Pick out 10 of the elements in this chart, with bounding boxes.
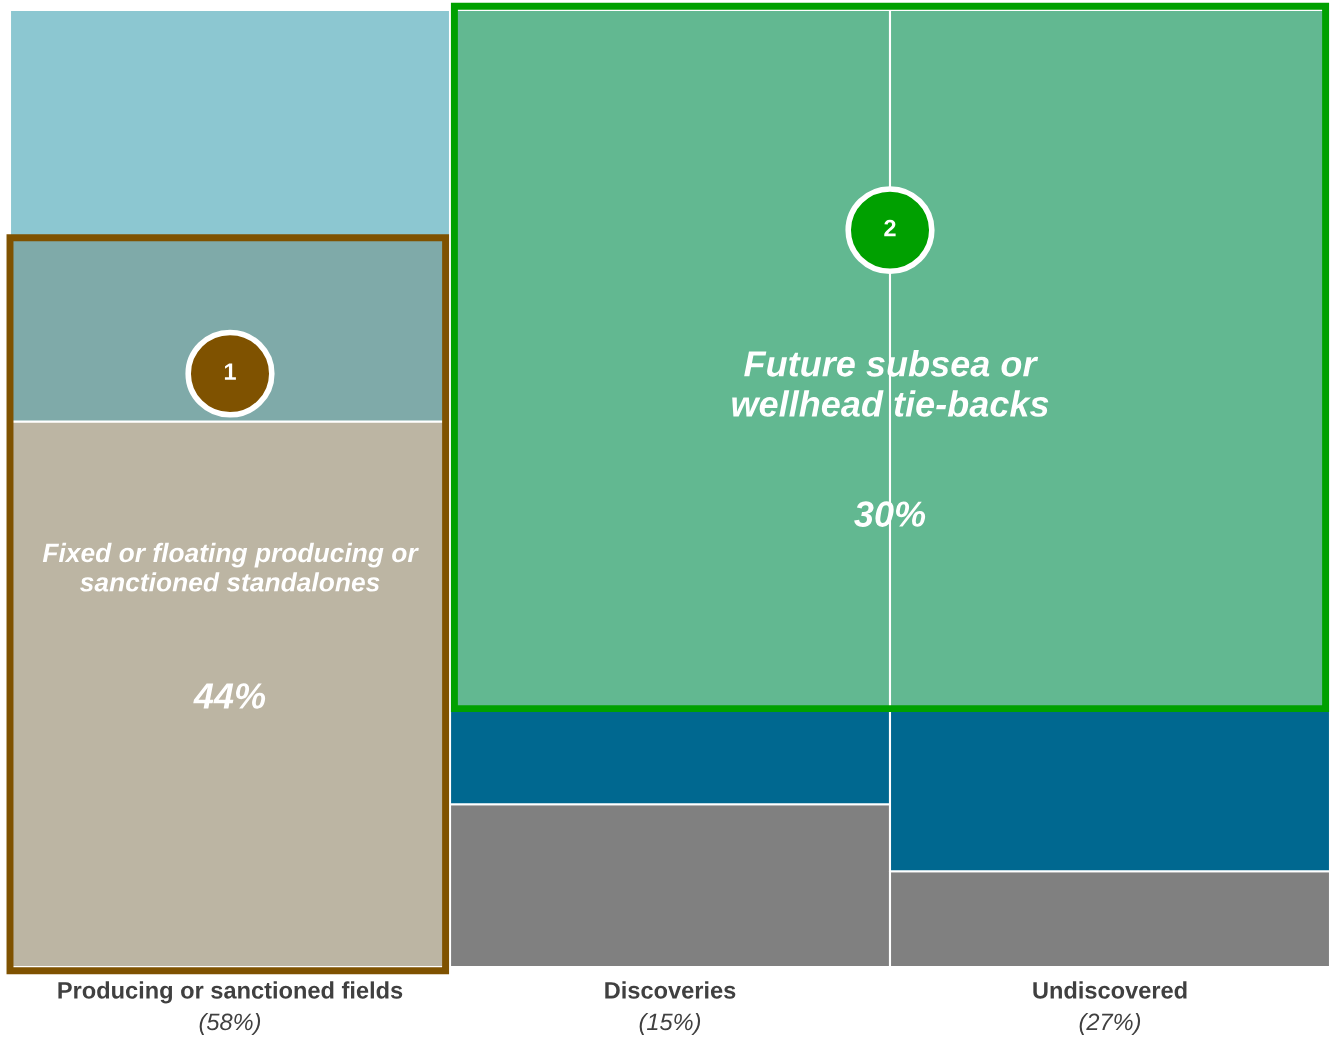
- text: (15%): [639, 1012, 701, 1035]
- x-tick-label: Undiscovered: [1033, 981, 1187, 999]
- x-tick-label: Producing or sanctioned fields: [58, 981, 403, 1004]
- annotation: Fixed or floating producing or sanctioned standalones: [42, 542, 419, 592]
- annotation: 44%: [193, 683, 266, 709]
- text: (27%): [1079, 1012, 1141, 1035]
- text: (58%): [199, 1012, 261, 1035]
- annotation: 1: [224, 363, 236, 380]
- x-tick-label: Discoveries: [605, 981, 736, 999]
- annotation: 2: [884, 219, 896, 237]
